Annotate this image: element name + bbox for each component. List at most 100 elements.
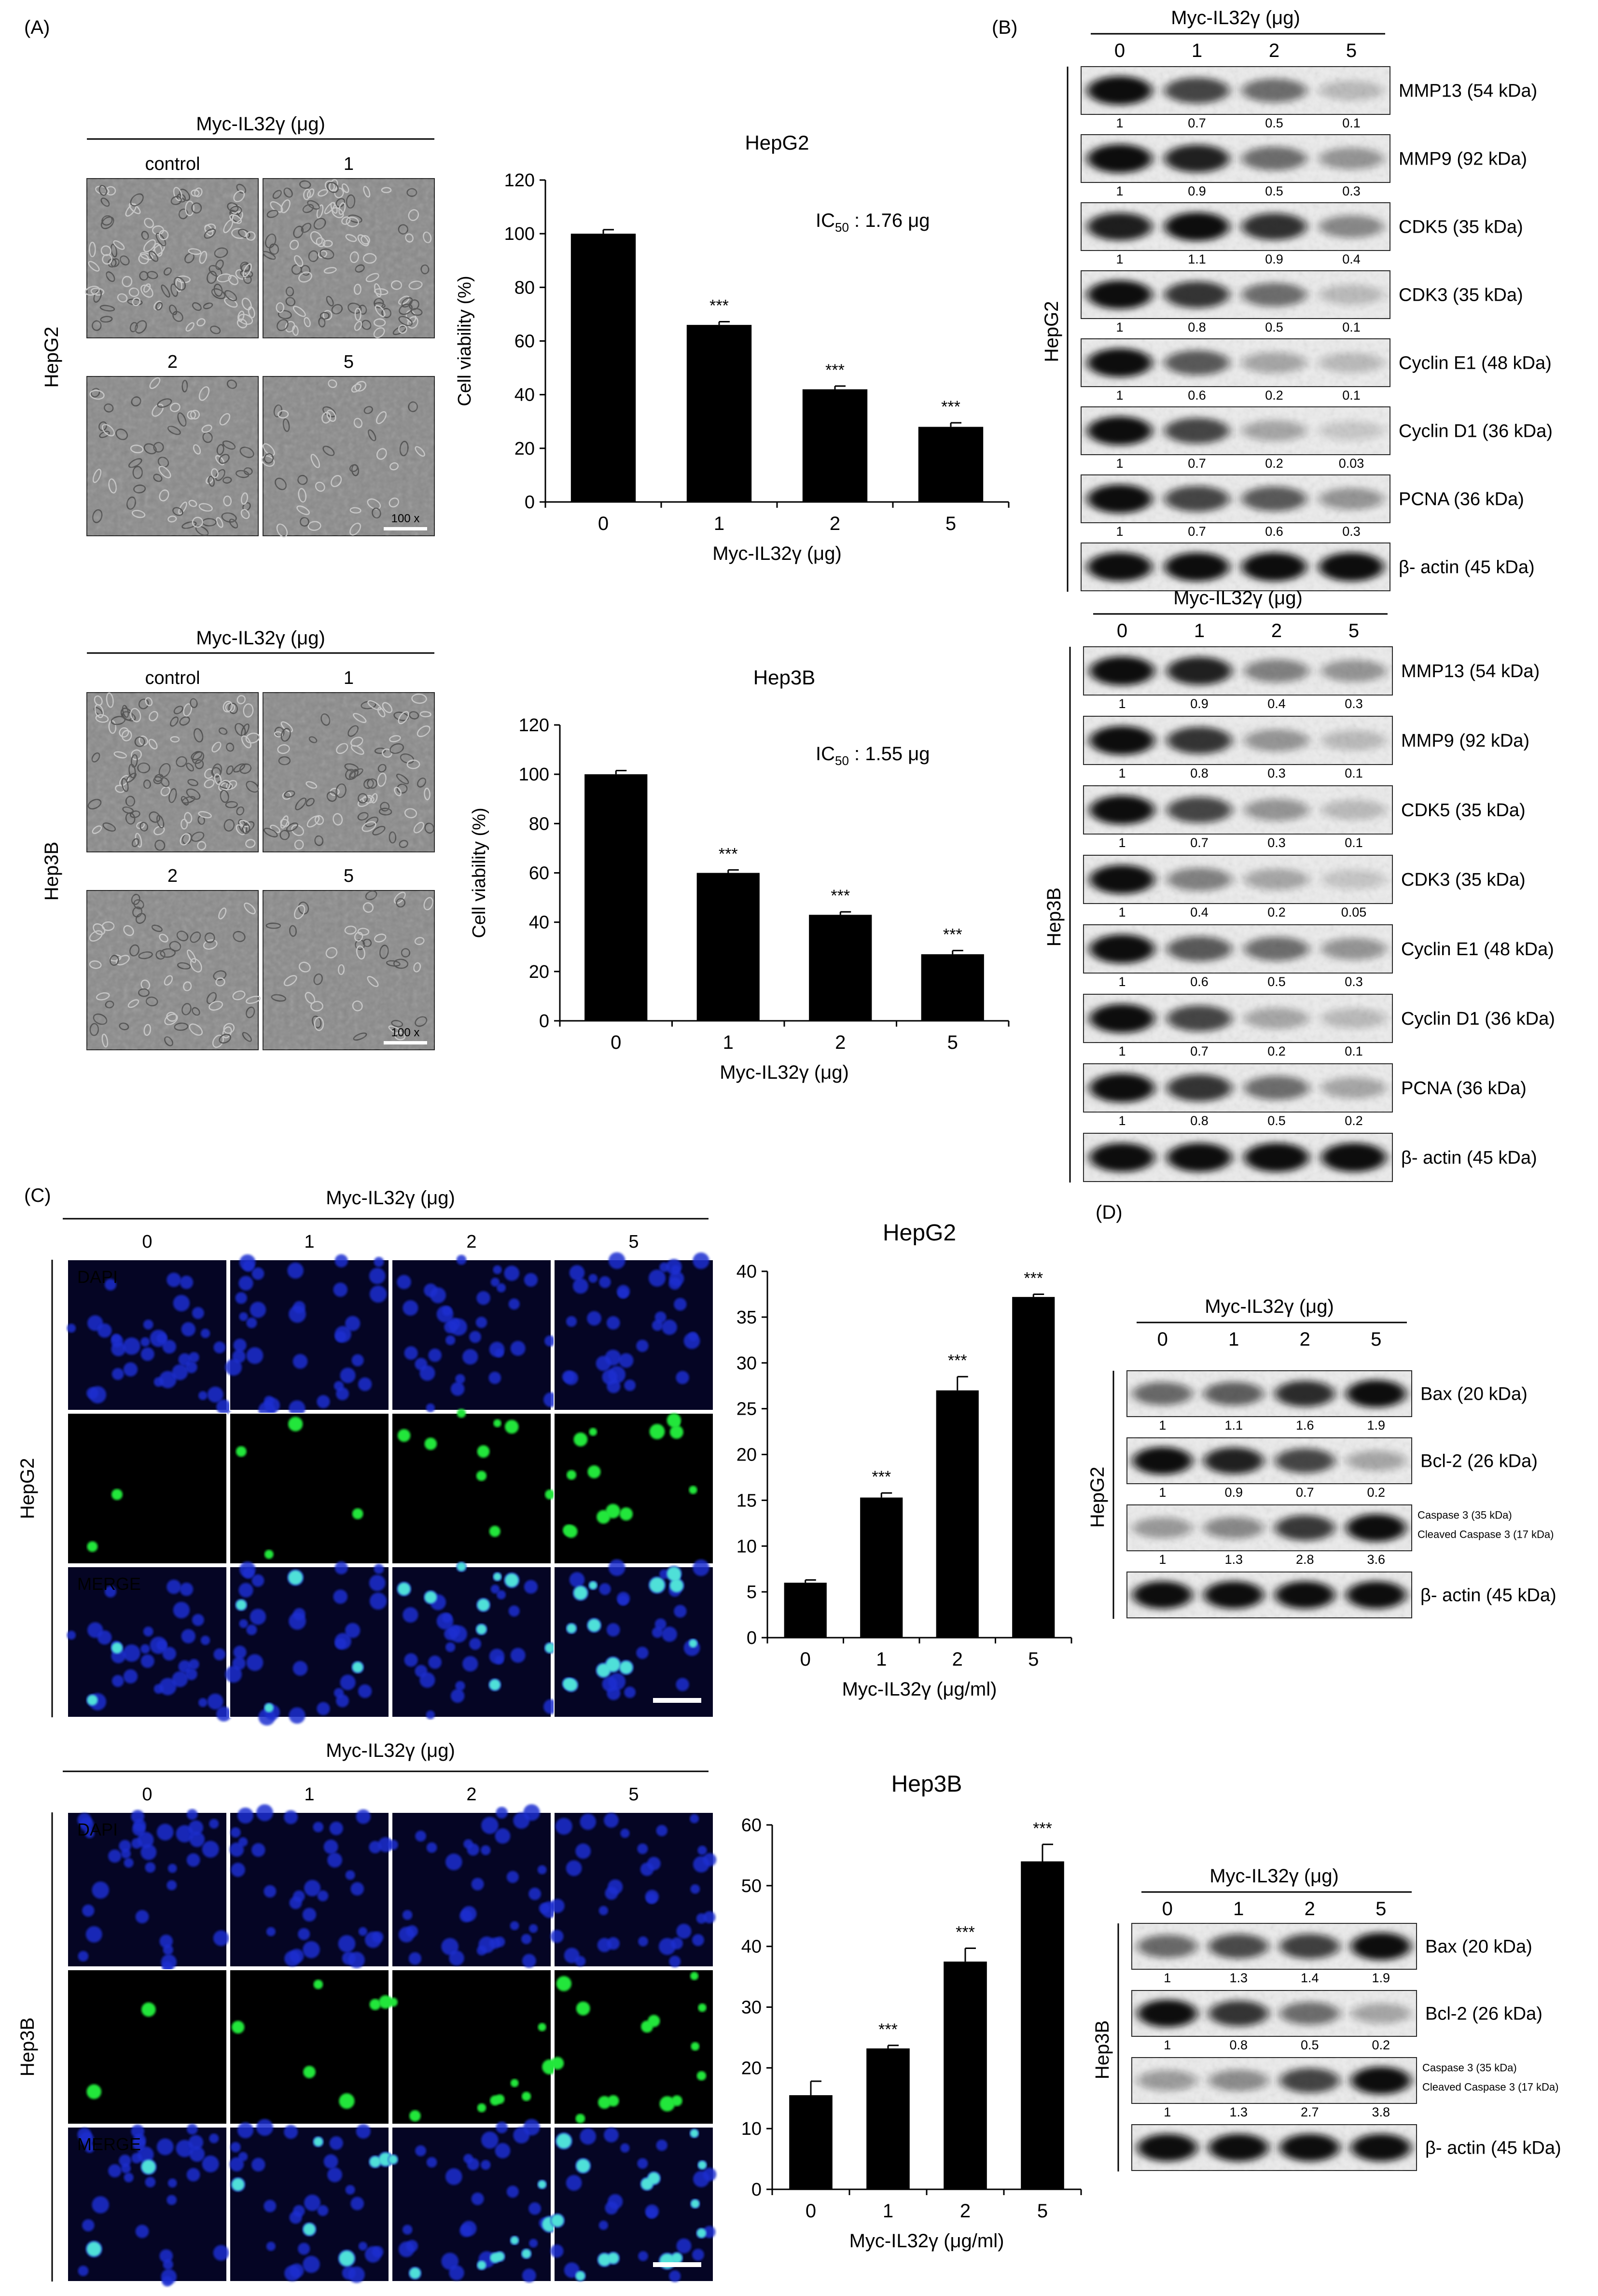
dapi-nucleus: [239, 1312, 248, 1322]
dapi-nucleus: [445, 2168, 462, 2185]
bar: [918, 427, 984, 502]
dapi-nucleus: [566, 1316, 577, 1327]
dapi-nucleus: [587, 1311, 601, 1326]
y-tick-label: 15: [736, 1490, 757, 1511]
tile-bg: [554, 1812, 714, 1967]
dapi-nucleus: [676, 2238, 692, 2254]
dapi-nucleus: [186, 2168, 200, 2182]
dapi-nucleus: [225, 1666, 242, 1683]
x-tick-label: 1: [876, 1649, 887, 1670]
dapi-nucleus: [403, 1300, 418, 1316]
tunel-positive-nucleus: [589, 1581, 597, 1589]
dapi-nucleus: [674, 1298, 687, 1311]
dapi-nucleus: [329, 2136, 343, 2150]
dapi-nucleus: [524, 1273, 538, 1287]
protein-band: [1241, 552, 1307, 582]
blot-strip: [1083, 994, 1393, 1043]
dapi-nucleus: [156, 1333, 167, 1344]
tunel-positive-nucleus: [649, 1577, 665, 1593]
stain-label: DAPI: [77, 1267, 118, 1287]
dapi-nucleus: [598, 1906, 609, 1916]
dapi-nucleus: [606, 1623, 620, 1637]
protein-label: Cyclin D1 (36 kDa): [1401, 1009, 1555, 1029]
dapi-nucleus: [119, 2154, 131, 2167]
fluorescence-tile: MERGE: [67, 1566, 232, 1722]
dapi-nucleus: [408, 1952, 421, 1965]
y-tick-label: 0: [751, 2180, 762, 2200]
protein-band: [1241, 146, 1307, 171]
blot-strip: [1081, 270, 1390, 319]
dapi-nucleus: [495, 2143, 511, 2158]
tunel-positive-nucleus: [597, 1663, 611, 1677]
dapi-nucleus: [662, 1627, 677, 1642]
protein-band: [1087, 76, 1153, 105]
dapi-nucleus: [647, 1857, 661, 1871]
dapi-nucleus: [292, 1354, 308, 1369]
dapi-nucleus: [550, 1899, 565, 1913]
dapi-nucleus: [173, 1294, 190, 1312]
tunel-positive-nucleus: [505, 1573, 519, 1587]
quantification-value: 0.2: [1265, 456, 1283, 471]
dapi-nucleus: [111, 1334, 121, 1343]
protein-band: [1275, 1581, 1335, 1609]
tunel-positive-nucleus: [575, 2114, 585, 2124]
blot-strip: [1126, 1504, 1412, 1551]
quantification-value: 0.3: [1342, 184, 1361, 198]
tunel-positive-nucleus: [567, 1623, 577, 1633]
micrograph-grain: [263, 693, 434, 852]
quantification-value: 3.8: [1372, 2105, 1390, 2119]
dapi-nucleus: [703, 1911, 716, 1923]
dapi-nucleus: [481, 1817, 499, 1834]
dapi-nucleus: [180, 1582, 194, 1596]
dapi-nucleus: [493, 1265, 502, 1274]
blot-strip: [1081, 66, 1390, 115]
x-tick-label: 0: [611, 1032, 621, 1053]
dapi-nucleus: [455, 1374, 465, 1384]
dapi-nucleus: [108, 1849, 122, 1863]
dapi-nucleus: [132, 1823, 146, 1836]
quantification-value: 1: [1116, 524, 1123, 539]
protein-band: [1321, 730, 1387, 751]
lane-label: 0: [142, 1784, 152, 1805]
lane-label: 5: [628, 1784, 639, 1805]
dapi-nucleus: [167, 1579, 181, 1594]
tunel-positive-nucleus: [457, 1562, 466, 1572]
protein-band: [1275, 1515, 1335, 1541]
quantification-value: 0.2: [1367, 1485, 1385, 1500]
tunel-positive-nucleus: [493, 1572, 501, 1581]
x-tick-label: 2: [835, 1032, 846, 1053]
dapi-nucleus: [462, 1349, 478, 1365]
dapi-nucleus: [608, 1559, 625, 1576]
dapi-nucleus: [575, 1843, 591, 1859]
tunel-positive-nucleus: [671, 1572, 680, 1581]
stain-label: MERGE: [77, 1574, 141, 1594]
western-blot: Myc-IL32γ (μg) 0 1 2 5 Bax (20 kDa) 1 1.1 1.6 1.9…: [1087, 1296, 1556, 1619]
x-axis-label: Myc-IL32γ (μg/ml): [842, 1679, 997, 1700]
ic50-prefix: IC: [816, 210, 835, 231]
dapi-nucleus: [529, 2239, 538, 2248]
scale-bar: [384, 1041, 427, 1044]
dapi-nucleus: [348, 2266, 365, 2283]
dapi-nucleus: [604, 2128, 619, 2143]
dapi-nucleus: [140, 1347, 154, 1361]
dapi-nucleus: [358, 1927, 367, 1936]
tunel-positive-nucleus: [698, 2160, 707, 2170]
dapi-nucleus: [159, 1934, 173, 1948]
dapi-nucleus: [313, 1822, 324, 1833]
quantification-value: 0.3: [1267, 835, 1286, 850]
dapi-nucleus: [550, 1930, 564, 1943]
dapi-nucleus: [652, 1320, 663, 1331]
dapi-nucleus: [289, 1305, 306, 1323]
dapi-nucleus: [619, 1353, 634, 1368]
protein-band: [1244, 799, 1309, 821]
bar: [584, 774, 648, 1021]
dapi-nucleus: [513, 2127, 530, 2143]
protein-label: β- actin (45 kDa): [1401, 1148, 1537, 1168]
dapi-nucleus: [104, 1279, 117, 1291]
blot-strip: [1131, 2057, 1417, 2104]
bar: [809, 915, 872, 1021]
protein-band: [1346, 1450, 1406, 1471]
dapi-nucleus: [402, 1910, 413, 1920]
quantification-value: 0.7: [1188, 116, 1206, 130]
significance-marker: ***: [941, 398, 960, 416]
